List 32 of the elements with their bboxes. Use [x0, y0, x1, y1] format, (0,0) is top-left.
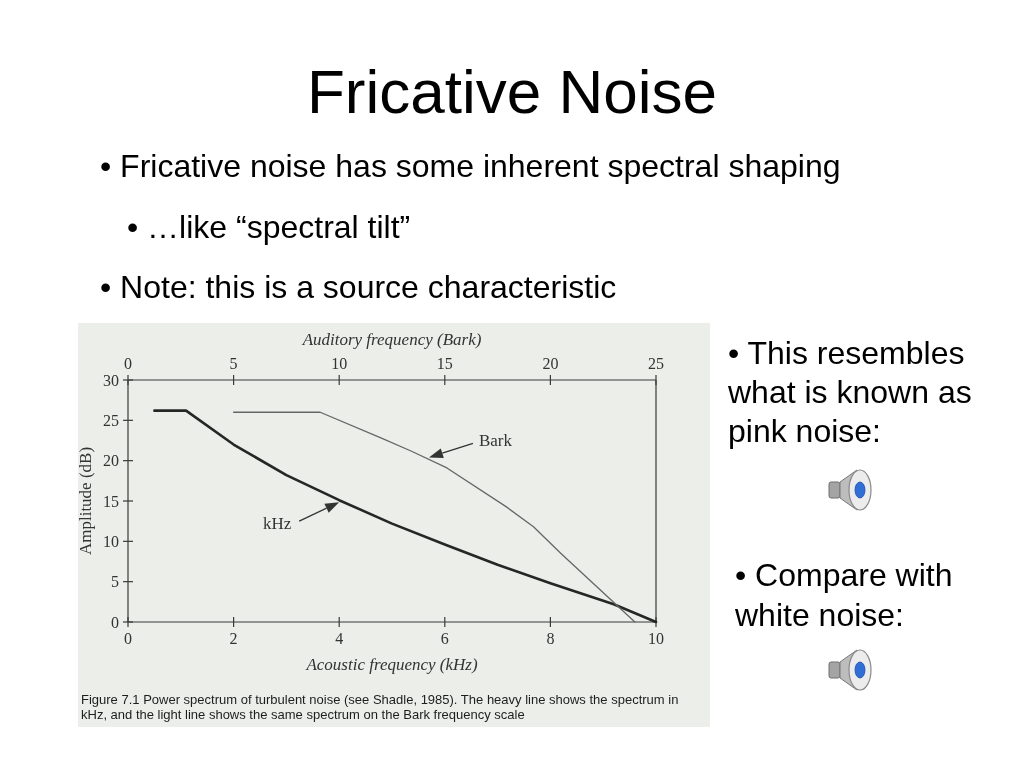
x-tick-label: 6: [440, 630, 449, 647]
y-tick-label: 5: [111, 573, 119, 591]
y-tick-label: 30: [103, 371, 119, 389]
x-tick-label: 0: [124, 630, 132, 647]
y-tick-label: 25: [103, 411, 119, 429]
x-tick-label: 10: [648, 630, 664, 647]
y-tick-label: 10: [103, 532, 119, 550]
x-tick-label: 4: [335, 630, 344, 647]
x2-tick-label: 20: [542, 355, 559, 372]
text: • …like “spectral tilt”: [127, 209, 411, 245]
x2-tick-label: 5: [229, 355, 238, 372]
x-axis-title: Acoustic frequency (kHz): [305, 655, 478, 674]
text: • Fricative noise has some inherent spectral shaping: [100, 148, 841, 184]
y-axis-title: Amplitude (dB): [76, 446, 95, 556]
x-tick-label: 2: [229, 630, 238, 647]
x2-tick-label: 10: [331, 355, 348, 372]
x2-tick-label: 0: [124, 355, 132, 372]
chart-title: Fricative Noise: [307, 57, 717, 126]
x2-axis-title: Auditory frequency (Bark): [301, 330, 482, 349]
y-tick-label: 0: [111, 613, 119, 631]
x-tick-label: 8: [546, 630, 555, 647]
x2-tick-label: 15: [436, 355, 453, 372]
annotation: Bark: [478, 431, 513, 451]
x2-tick-label: 25: [648, 355, 664, 372]
text: • This resembles what is known as pink noise:: [727, 335, 972, 449]
line-series: [153, 409, 658, 624]
text: • Note: this is a source characteristic: [100, 269, 617, 305]
annotation: kHz: [263, 514, 292, 534]
y-tick-label: 20: [103, 452, 119, 470]
caption: Figure 7.1 Power spectrum of turbulent noise (see Shadle, 1985). The heavy line shows the spectrum in kHz, and the light line shows the same spectrum on the Bark frequency scale: [81, 692, 679, 722]
text: • Compare with white noise:: [734, 557, 953, 633]
y-tick-label: 15: [103, 492, 119, 510]
